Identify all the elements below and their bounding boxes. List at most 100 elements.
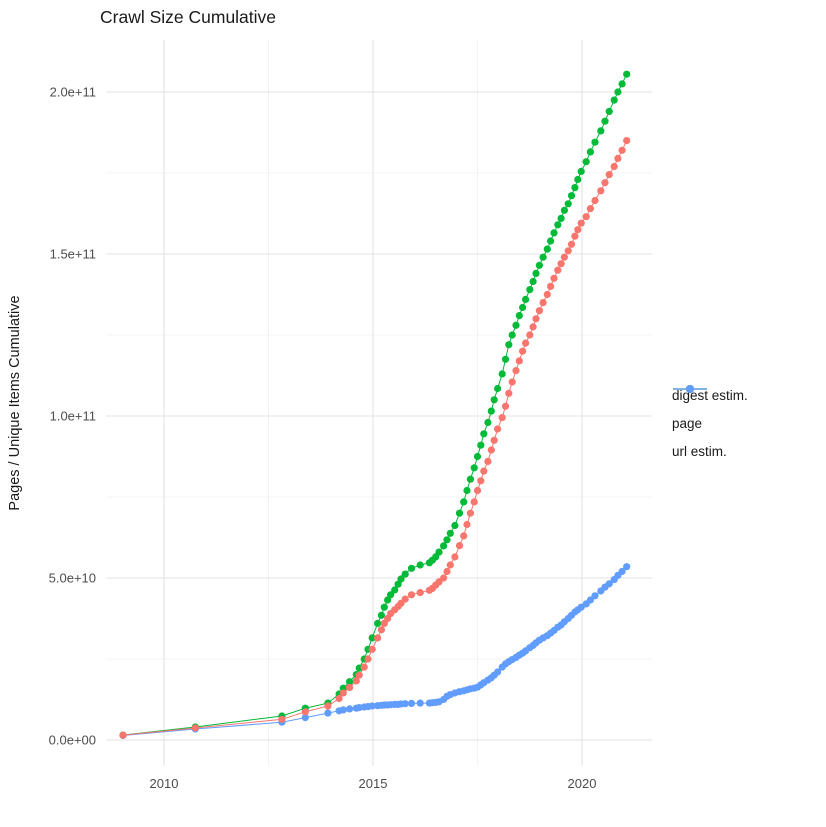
- data-point: [543, 290, 551, 299]
- data-point: [574, 226, 582, 234]
- data-point: [529, 323, 537, 331]
- data-point: [477, 441, 485, 449]
- data-point: [335, 694, 343, 703]
- y-tick-label: 0.0e+00: [49, 733, 96, 748]
- legend: digest estim. page url estim.: [672, 381, 748, 465]
- legend-item-url-estim: url estim.: [672, 385, 748, 465]
- data-point: [550, 274, 558, 282]
- legend-key-icon: [673, 385, 707, 393]
- data-point: [451, 521, 459, 530]
- data-point: [416, 699, 424, 707]
- data-point: [586, 148, 595, 156]
- data-point: [567, 240, 576, 248]
- y-tick-label: 1.5e+11: [50, 247, 96, 262]
- data-point: [601, 179, 609, 187]
- x-tick-label: 2010: [150, 776, 179, 791]
- data-point: [535, 261, 544, 269]
- data-point: [515, 357, 523, 365]
- data-point: [455, 542, 464, 550]
- data-point: [498, 414, 506, 422]
- data-point: [547, 237, 555, 245]
- data-point: [368, 702, 376, 710]
- data-point: [529, 277, 537, 286]
- data-point: [401, 570, 409, 578]
- data-point: [564, 247, 572, 255]
- data-point: [443, 567, 451, 576]
- data-point: [554, 266, 562, 274]
- data-point: [591, 196, 599, 205]
- data-point: [508, 378, 516, 386]
- data-point: [522, 339, 530, 347]
- data-point: [346, 678, 354, 686]
- y-axis-tick-labels: 0.0e+00 5.0e+10 1.0e+11 1.5e+11 2.0e+11: [49, 85, 96, 748]
- data-point: [623, 563, 631, 571]
- data-point: [355, 671, 363, 679]
- data-point: [543, 245, 551, 253]
- data-point: [535, 307, 544, 315]
- data-point: [505, 389, 513, 397]
- data-point: [519, 347, 527, 355]
- data-point: [301, 708, 309, 716]
- data-point: [522, 295, 530, 303]
- data-point: [597, 127, 605, 135]
- data-point: [440, 542, 448, 550]
- data-point: [519, 303, 527, 312]
- data-point: [547, 282, 555, 290]
- data-point: [582, 158, 590, 166]
- data-point: [397, 575, 405, 583]
- series-page: [119, 70, 631, 739]
- data-point: [191, 724, 199, 732]
- data-point: [550, 229, 558, 237]
- data-point: [490, 436, 498, 444]
- x-tick-label: 2020: [568, 776, 597, 791]
- data-point: [505, 341, 513, 349]
- data-point: [443, 536, 451, 544]
- data-point: [557, 260, 565, 268]
- data-point: [480, 430, 488, 438]
- data-point: [623, 137, 631, 145]
- data-point: [577, 167, 585, 175]
- data-point: [526, 331, 534, 339]
- y-tick-label: 1.0e+11: [50, 409, 96, 424]
- data-point: [324, 702, 332, 710]
- data-point: [339, 689, 347, 697]
- data-point: [477, 477, 485, 485]
- data-point: [324, 709, 332, 717]
- data-point: [360, 663, 368, 671]
- data-point: [473, 486, 482, 495]
- data-point: [416, 561, 424, 569]
- data-point: [446, 529, 454, 537]
- data-point: [487, 446, 495, 454]
- data-point: [480, 467, 488, 475]
- data-point: [601, 117, 609, 125]
- data-point: [539, 299, 547, 307]
- data-point: [605, 580, 613, 588]
- data-point: [494, 668, 502, 676]
- data-point: [119, 731, 127, 739]
- data-point: [364, 655, 372, 663]
- data-point: [567, 192, 576, 200]
- data-point: [346, 683, 354, 692]
- data-point: [494, 384, 502, 393]
- data-point: [512, 367, 520, 375]
- legend-item-label: url estim.: [672, 443, 727, 459]
- data-point: [618, 567, 626, 576]
- data-point: [577, 219, 585, 227]
- data-point: [346, 705, 354, 713]
- x-tick-label: 2015: [359, 776, 388, 791]
- data-point: [440, 574, 448, 582]
- data-point: [597, 187, 605, 195]
- data-point: [571, 232, 579, 240]
- data-point: [374, 634, 382, 642]
- data-point: [532, 315, 540, 323]
- data-point: [435, 548, 443, 556]
- data-point: [494, 425, 502, 433]
- data-point: [470, 498, 478, 506]
- data-point: [614, 154, 622, 162]
- data-point: [368, 645, 376, 653]
- data-point: [618, 80, 626, 88]
- data-point: [466, 475, 474, 483]
- data-point: [374, 619, 382, 628]
